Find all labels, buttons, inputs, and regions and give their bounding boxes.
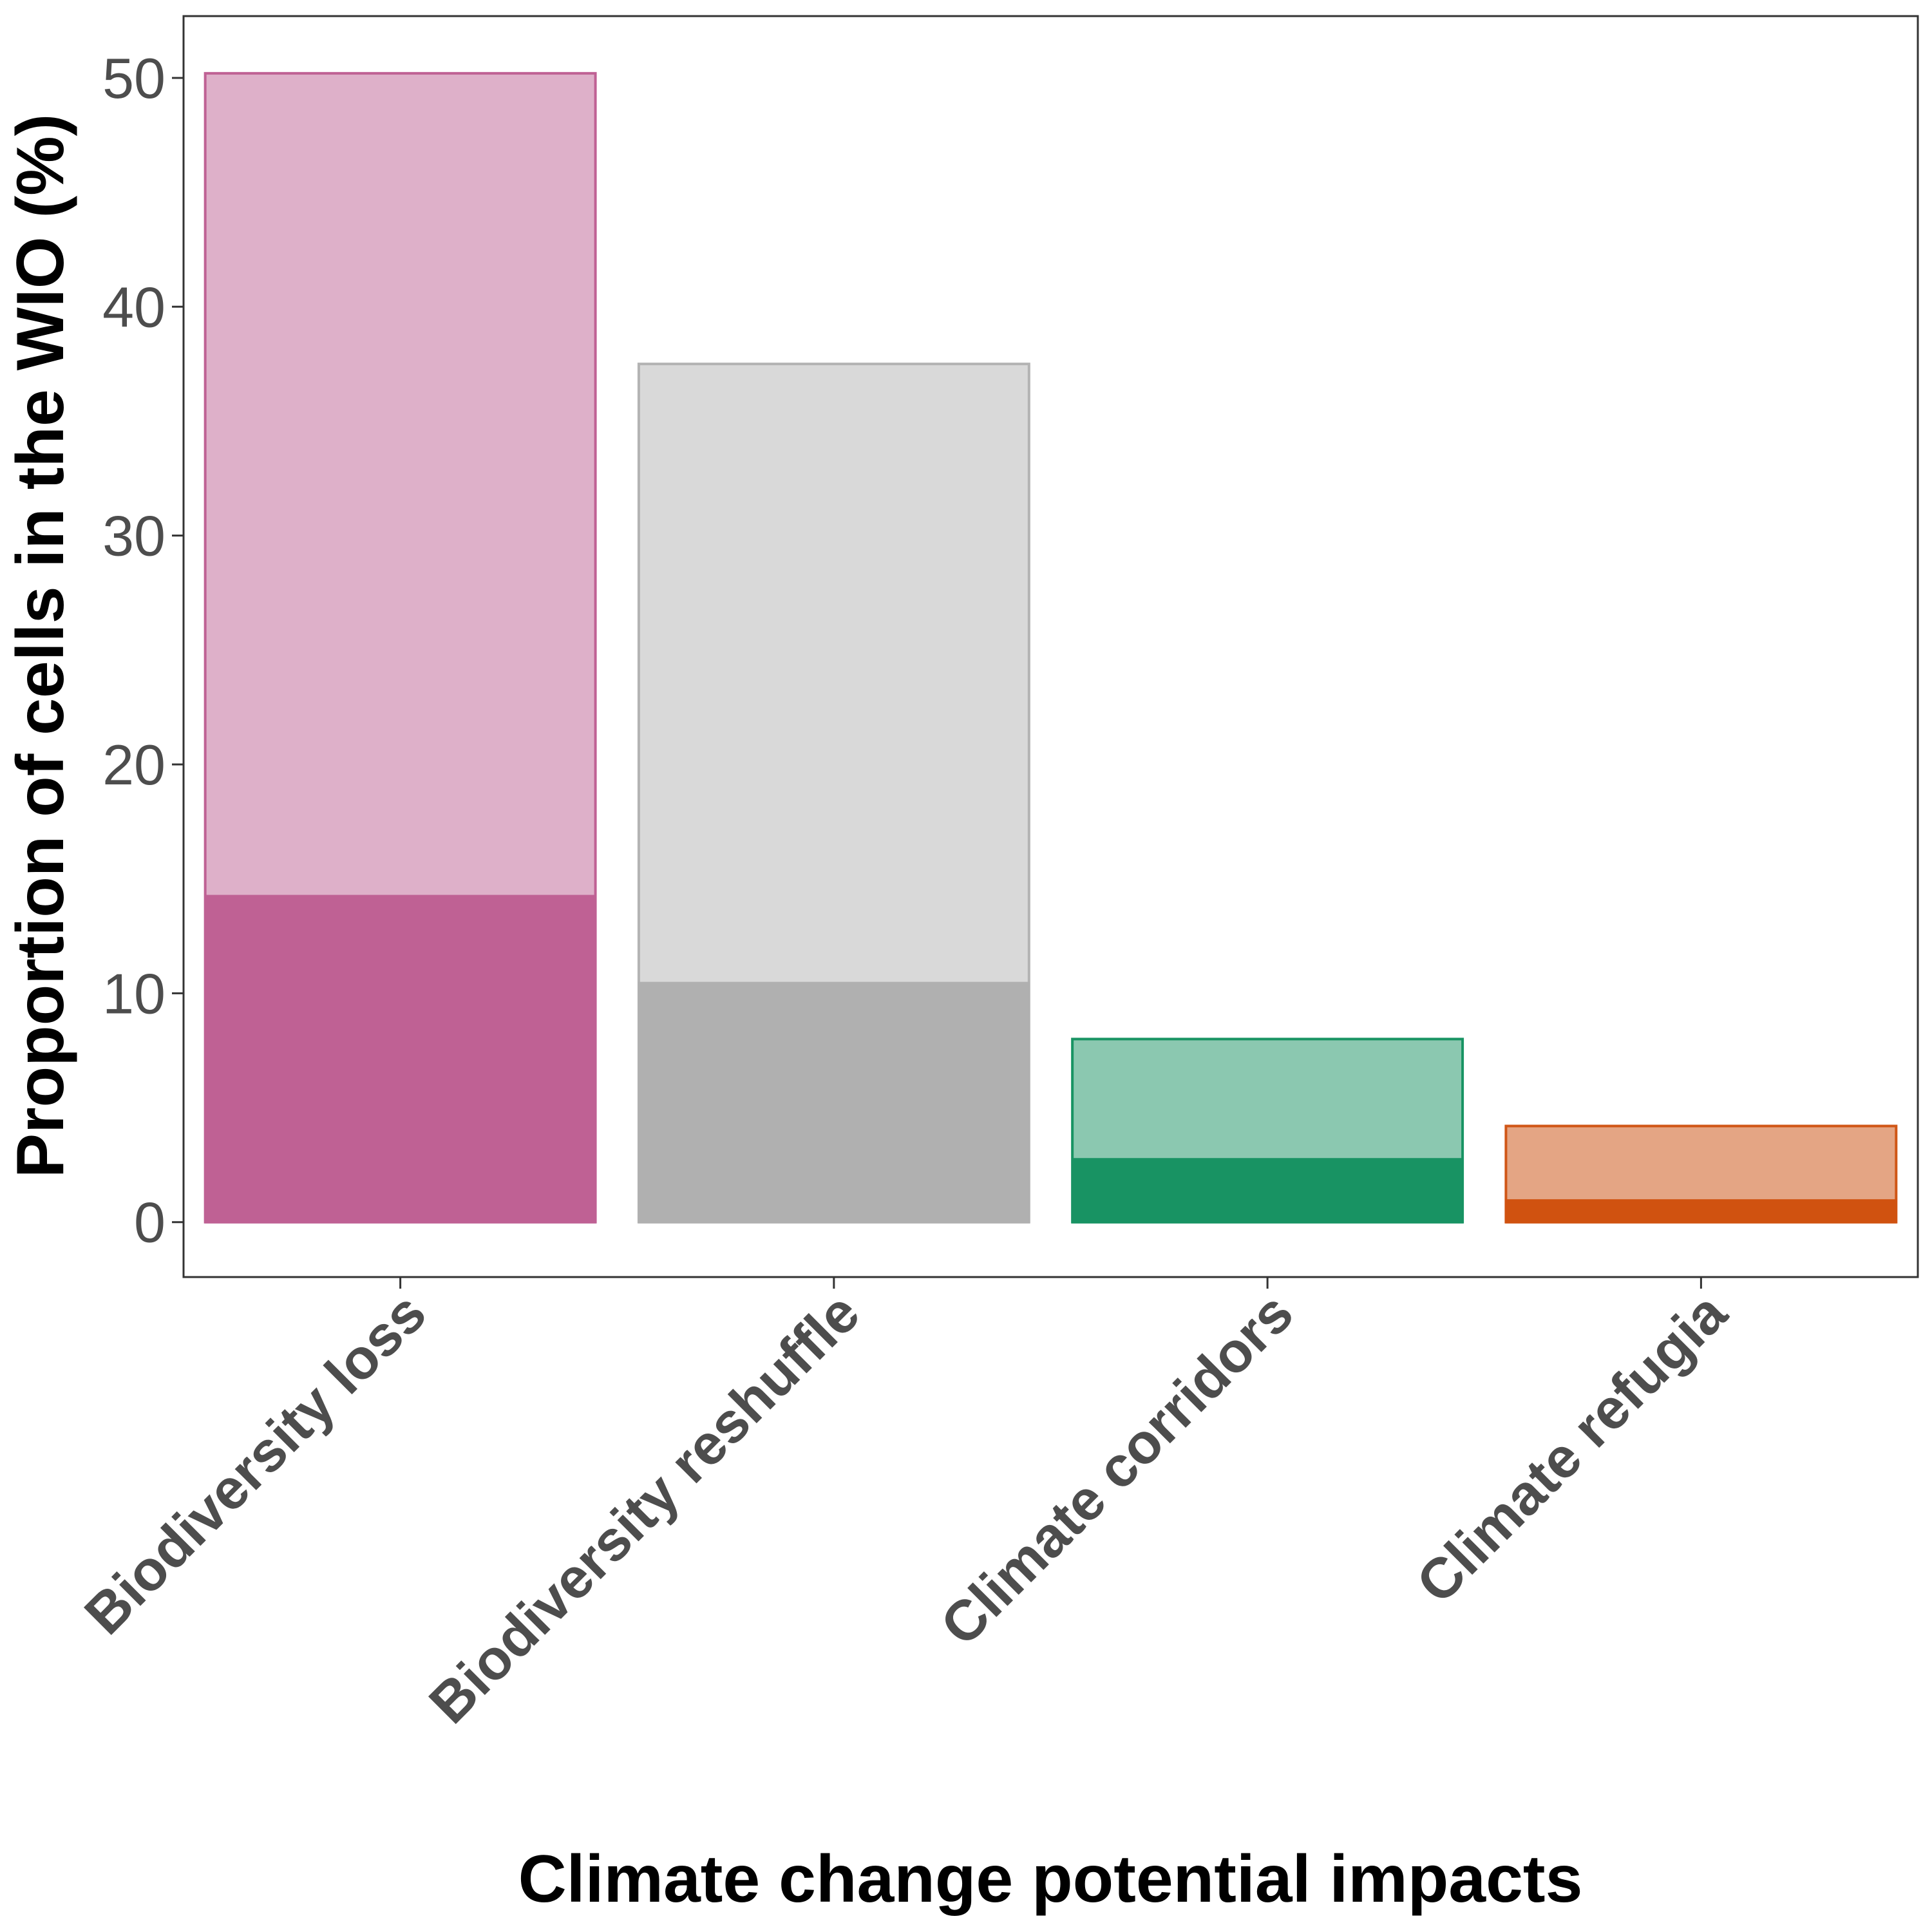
bar-subset-climate-corridors (1072, 1158, 1464, 1224)
plot-panel-border (182, 15, 1919, 1278)
y-tick-label: 30 (102, 504, 166, 568)
y-tick-label: 10 (102, 961, 166, 1025)
y-tick-label: 40 (102, 275, 166, 339)
y-axis-title: Proportion of cells in the WIO (%) (3, 114, 78, 1178)
y-tick-label: 20 (102, 733, 166, 797)
bar-subset-biodiversity-loss (204, 895, 596, 1224)
x-tick-label: Biodiversity loss (72, 1280, 438, 1646)
bar-subset-biodiversity-reshuffle (638, 981, 1030, 1224)
x-tick-label: Biodiversity reshuffle (417, 1280, 871, 1735)
x-axis-title: Climate change potential impacts (518, 1842, 1583, 1917)
y-tick-label: 50 (102, 46, 166, 110)
x-tick-label: Climate corridors (928, 1280, 1305, 1657)
x-tick-label: Climate refugia (1404, 1280, 1739, 1615)
y-axis: 0 10 20 30 40 50 (102, 46, 184, 1255)
bar-subset-climate-refugia (1505, 1199, 1897, 1224)
bars-layer (204, 71, 1898, 1224)
y-tick-label: 0 (134, 1191, 166, 1255)
